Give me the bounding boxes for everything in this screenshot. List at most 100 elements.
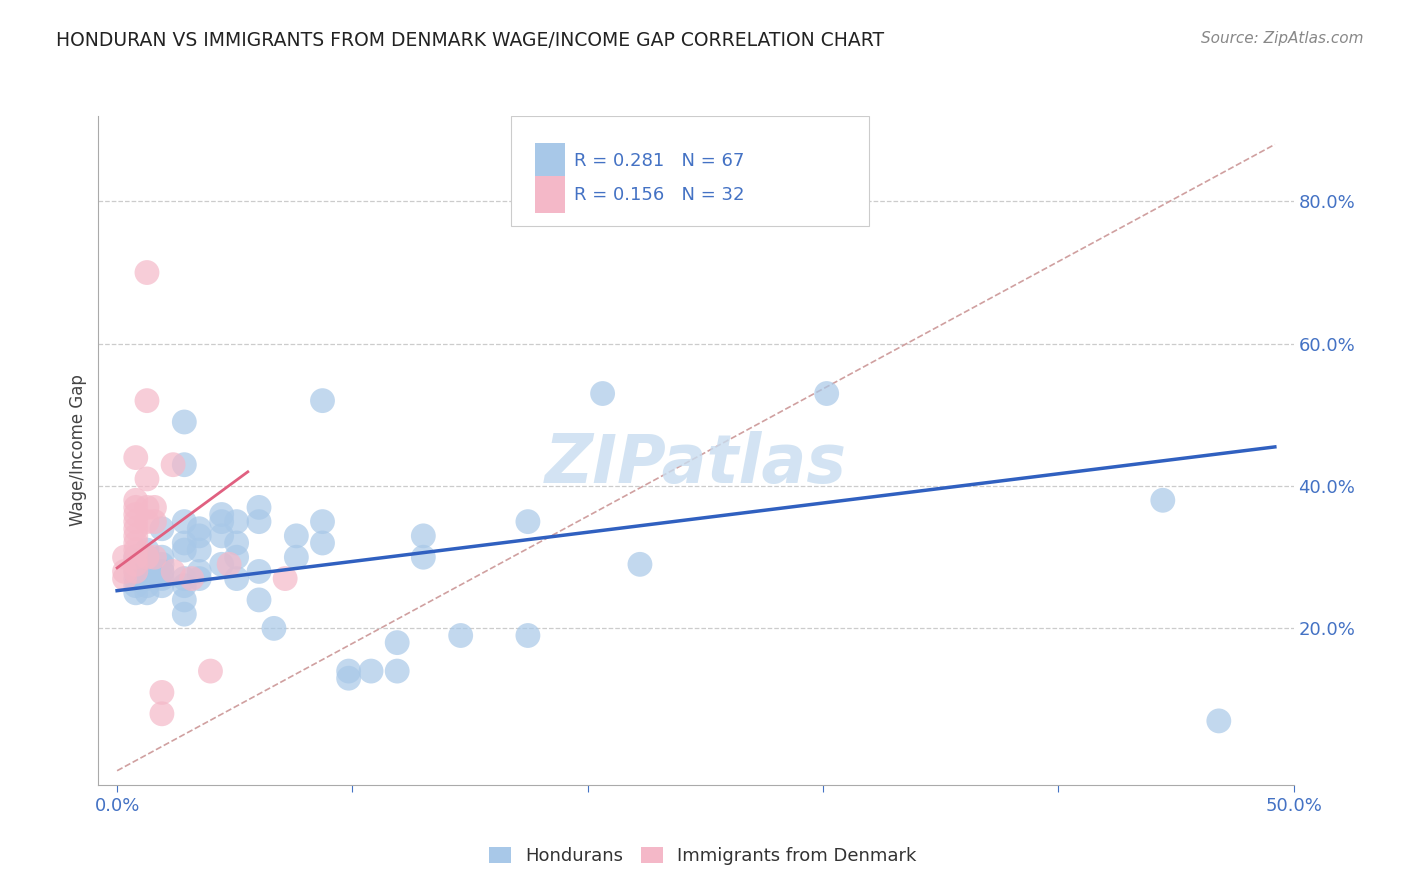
Point <box>150 579 173 593</box>
Point <box>136 266 159 280</box>
Point <box>385 635 408 649</box>
Point <box>360 664 382 678</box>
Point <box>188 529 211 543</box>
Point <box>412 550 434 565</box>
Point <box>173 579 195 593</box>
Point <box>150 685 173 699</box>
Point <box>218 558 240 572</box>
Point <box>136 565 159 579</box>
Point <box>225 550 247 565</box>
Point <box>125 493 148 508</box>
Point <box>188 543 211 558</box>
Point <box>200 664 222 678</box>
Point <box>225 572 247 586</box>
Point <box>136 472 159 486</box>
Point <box>173 458 195 472</box>
Point <box>188 572 211 586</box>
Point <box>311 515 333 529</box>
Point <box>125 536 148 550</box>
Point <box>150 565 173 579</box>
Point <box>188 522 211 536</box>
Point <box>136 515 159 529</box>
Point <box>450 628 472 642</box>
Point <box>1152 493 1174 508</box>
Point <box>136 586 159 600</box>
Point <box>136 572 159 586</box>
Point <box>114 550 136 565</box>
Point <box>173 536 195 550</box>
Legend: Hondurans, Immigrants from Denmark: Hondurans, Immigrants from Denmark <box>479 838 927 874</box>
Point <box>125 543 148 558</box>
Text: R = 0.156   N = 32: R = 0.156 N = 32 <box>574 186 745 204</box>
Point <box>211 558 233 572</box>
Point <box>173 607 195 622</box>
Point <box>247 593 270 607</box>
Point <box>125 558 148 572</box>
Point <box>136 500 159 515</box>
Point <box>592 386 614 401</box>
Point <box>516 628 538 642</box>
Point <box>385 664 408 678</box>
Point <box>247 515 270 529</box>
Point <box>136 550 159 565</box>
Point <box>225 536 247 550</box>
Point <box>136 558 159 572</box>
Point <box>628 558 651 572</box>
Point <box>143 550 166 565</box>
Point <box>125 565 148 579</box>
Point <box>173 415 195 429</box>
Text: Source: ZipAtlas.com: Source: ZipAtlas.com <box>1201 31 1364 46</box>
Text: ZIPatlas: ZIPatlas <box>546 431 846 497</box>
Point <box>211 508 233 522</box>
FancyBboxPatch shape <box>510 116 869 227</box>
Point <box>125 572 148 586</box>
Point <box>247 500 270 515</box>
Point <box>136 579 159 593</box>
Point <box>125 586 148 600</box>
Point <box>162 565 184 579</box>
Point <box>211 529 233 543</box>
Point <box>311 536 333 550</box>
Point <box>263 621 285 635</box>
Point <box>337 671 360 685</box>
Point <box>125 500 148 515</box>
Point <box>516 515 538 529</box>
Point <box>136 543 159 558</box>
Point <box>274 572 297 586</box>
Text: R = 0.281   N = 67: R = 0.281 N = 67 <box>574 153 744 170</box>
Point <box>125 565 148 579</box>
Point <box>125 550 148 565</box>
Point <box>225 515 247 529</box>
Point <box>150 572 173 586</box>
Text: HONDURAN VS IMMIGRANTS FROM DENMARK WAGE/INCOME GAP CORRELATION CHART: HONDURAN VS IMMIGRANTS FROM DENMARK WAGE… <box>56 31 884 50</box>
Bar <box>534 143 565 179</box>
Point <box>114 565 136 579</box>
Point <box>125 558 148 572</box>
Point <box>173 543 195 558</box>
Point <box>162 458 184 472</box>
Point <box>143 515 166 529</box>
Point <box>311 393 333 408</box>
Point <box>815 386 838 401</box>
Point <box>150 522 173 536</box>
Point <box>180 572 202 586</box>
Point <box>173 572 195 586</box>
Point <box>337 664 360 678</box>
Bar <box>534 177 565 213</box>
Point <box>150 558 173 572</box>
Point <box>125 550 148 565</box>
Point <box>136 550 159 565</box>
Point <box>125 522 148 536</box>
Point <box>125 529 148 543</box>
Y-axis label: Wage/Income Gap: Wage/Income Gap <box>69 375 87 526</box>
Point <box>188 565 211 579</box>
Point <box>173 515 195 529</box>
Point <box>125 450 148 465</box>
Point <box>143 500 166 515</box>
Point <box>412 529 434 543</box>
Point <box>125 579 148 593</box>
Point <box>285 529 308 543</box>
Point <box>211 515 233 529</box>
Point <box>136 393 159 408</box>
Point <box>125 515 148 529</box>
